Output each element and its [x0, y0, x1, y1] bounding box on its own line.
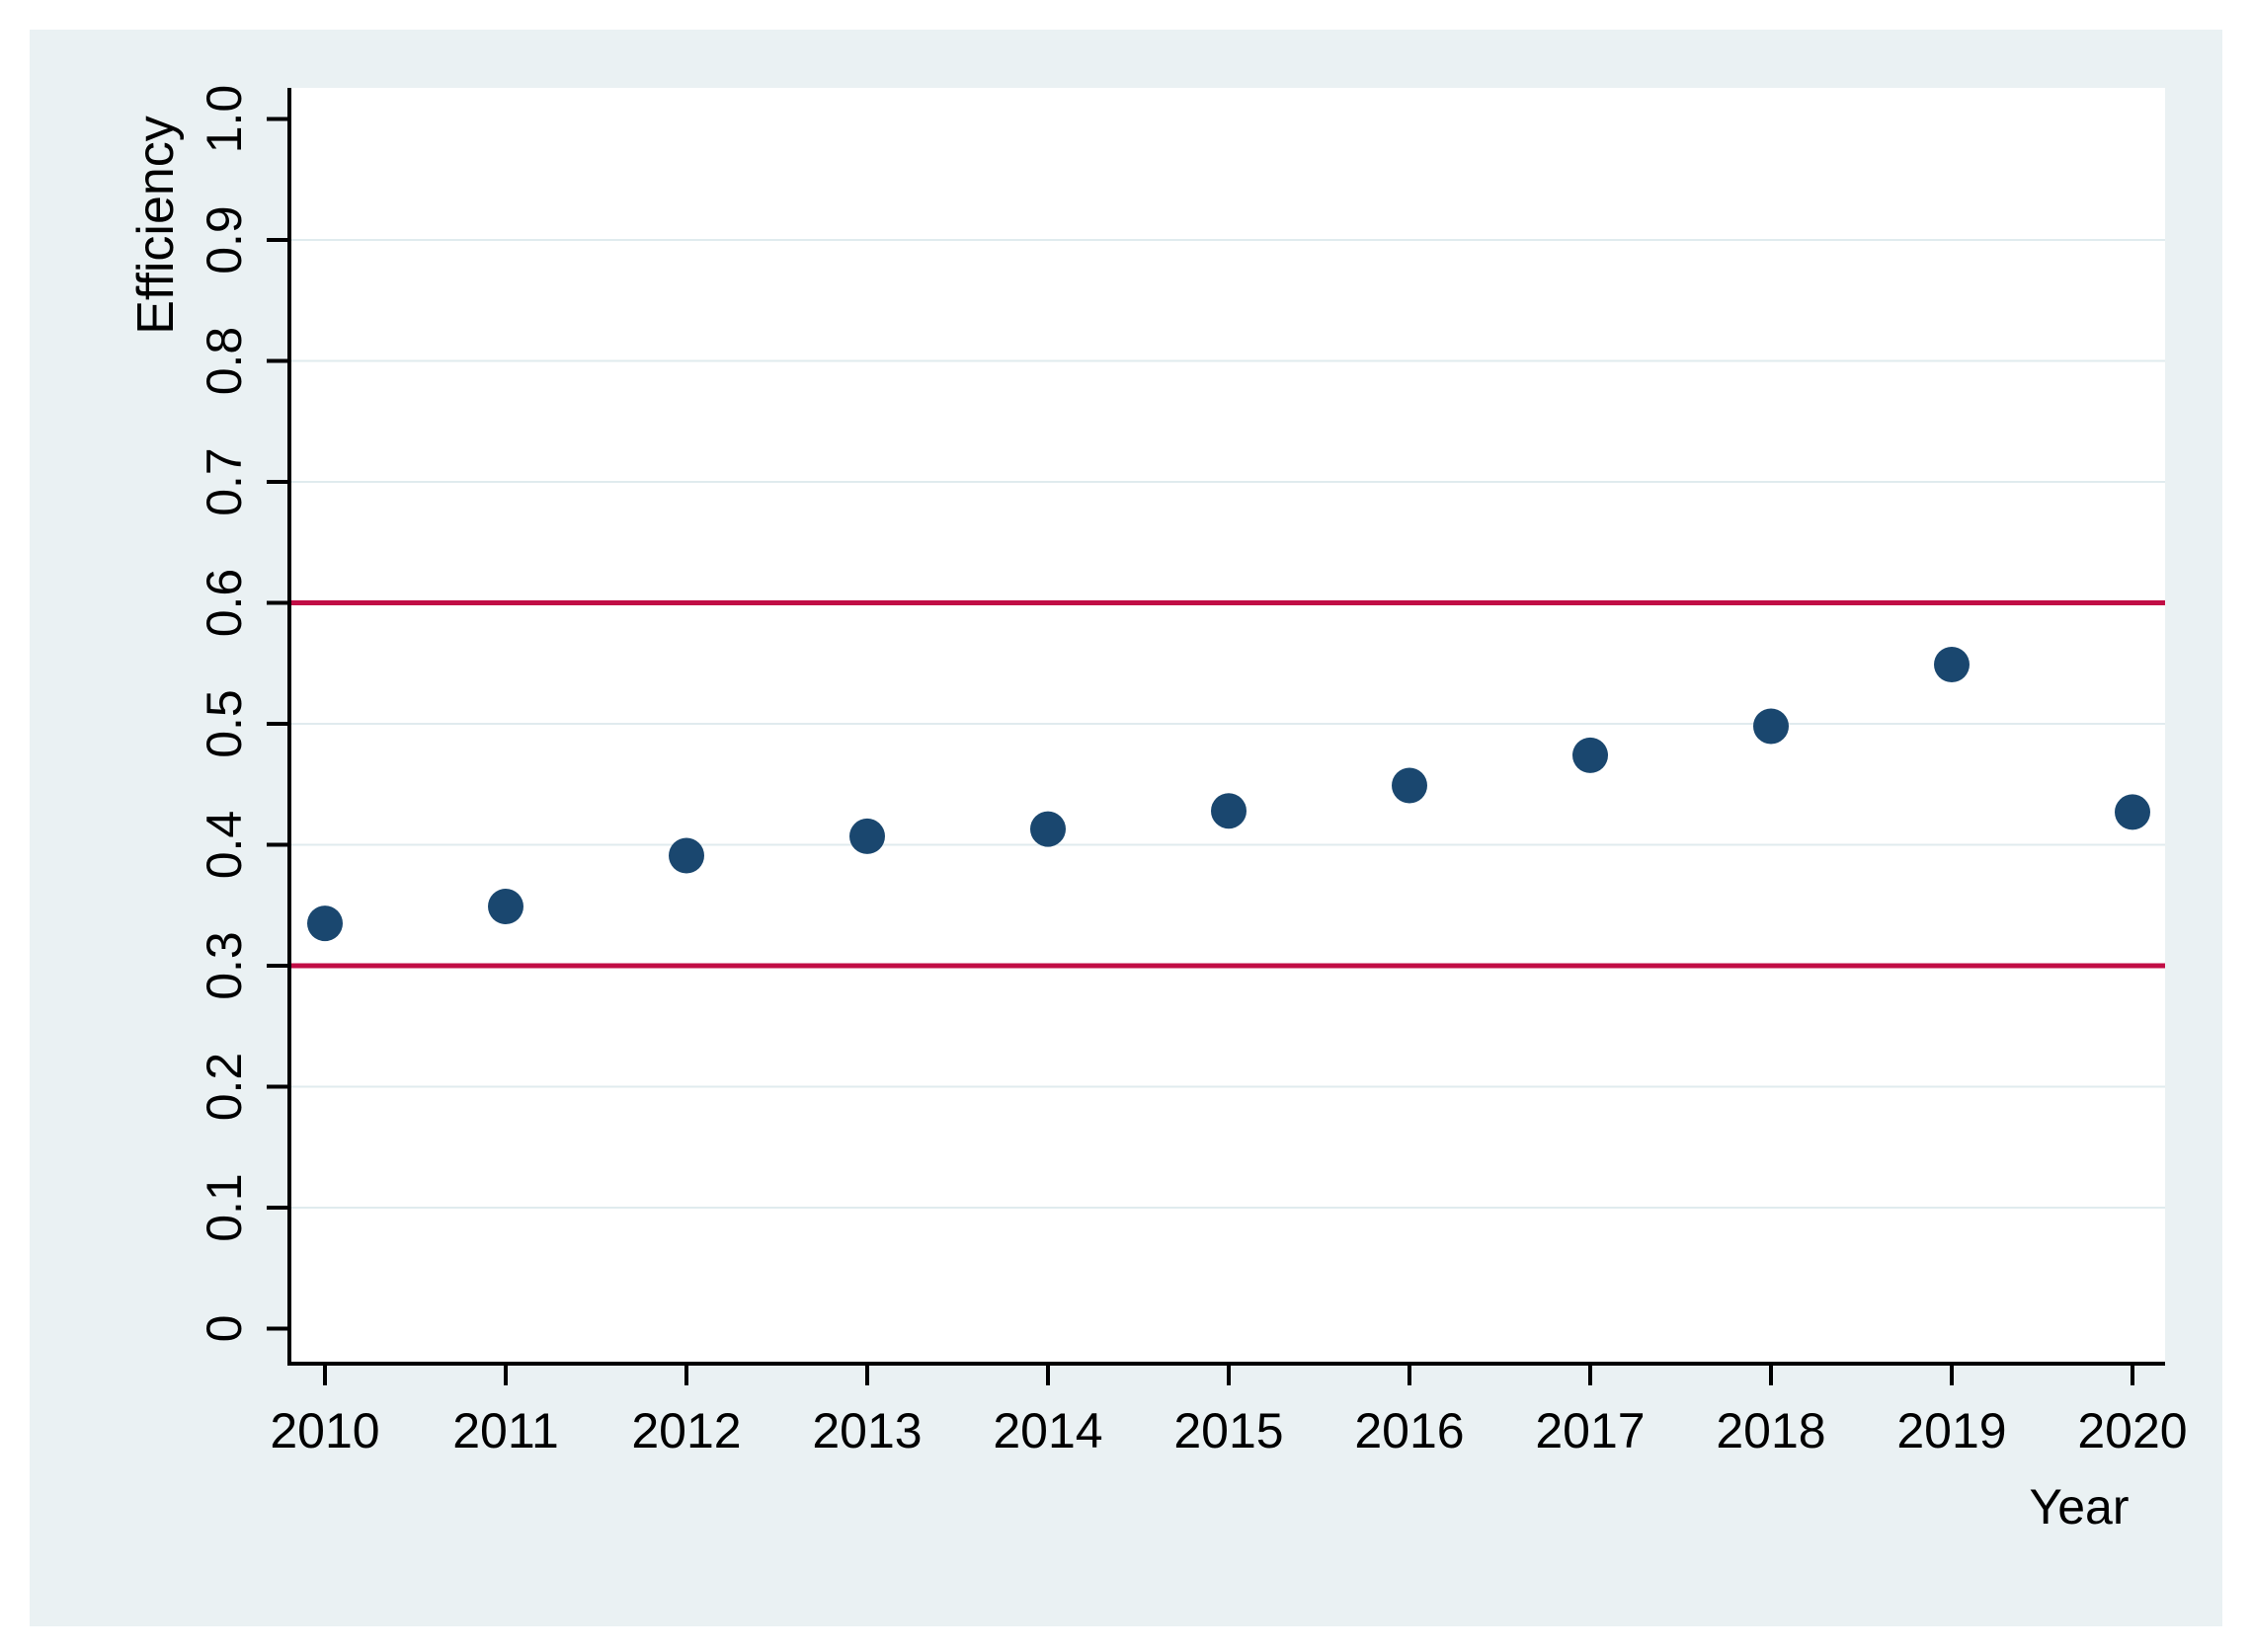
data-point-2012: [669, 837, 704, 874]
y-tick-label-0.2: 0.2: [197, 1053, 252, 1122]
data-points: [307, 646, 2150, 942]
data-point-2014: [1030, 811, 1066, 847]
x-tick-label-2013: 2013: [812, 1403, 922, 1458]
y-tick-label-0.8: 0.8: [197, 327, 252, 396]
x-tick-label-2019: 2019: [1896, 1403, 2006, 1458]
data-point-2010: [307, 905, 343, 942]
data-point-2015: [1211, 793, 1247, 829]
x-axis-title: Year: [2029, 1479, 2129, 1534]
y-axis-ticks: [267, 117, 289, 1331]
y-tick-label-0.5: 0.5: [197, 689, 252, 758]
y-axis-tick-labels: 0 0.1 0.2 0.3 0.4 0.5 0.6 0.7 0.8 0.9 1.0: [197, 85, 252, 1343]
y-tick-label-0.1: 0.1: [197, 1173, 252, 1242]
data-point-2019: [1934, 646, 1970, 682]
y-tick-label-0: 0: [197, 1315, 252, 1343]
data-point-2017: [1572, 737, 1608, 773]
y-tick-label-0.9: 0.9: [197, 205, 252, 275]
reference-lines: [289, 600, 2165, 969]
data-point-2013: [849, 818, 885, 854]
data-point-2016: [1392, 767, 1427, 804]
x-tick-label-2012: 2012: [631, 1403, 741, 1458]
data-point-2020: [2115, 794, 2150, 830]
y-axis-title: Efficiency: [127, 116, 185, 335]
x-tick-label-2010: 2010: [270, 1403, 379, 1458]
y-tick-label-0.4: 0.4: [197, 811, 252, 880]
x-axis-ticks: [323, 1364, 2134, 1385]
axis-lines: [287, 88, 2165, 1366]
y-tick-label-0.3: 0.3: [197, 931, 252, 1000]
x-tick-label-2014: 2014: [993, 1403, 1102, 1458]
plot-area: [289, 88, 2165, 1364]
y-tick-label-1.0: 1.0: [197, 85, 252, 154]
data-point-2018: [1753, 708, 1789, 745]
x-tick-label-2020: 2020: [2077, 1403, 2187, 1458]
x-tick-label-2018: 2018: [1716, 1403, 1825, 1458]
y-tick-label-0.6: 0.6: [197, 569, 252, 638]
data-point-2011: [488, 888, 523, 924]
y-tick-label-0.7: 0.7: [197, 447, 252, 516]
x-axis-tick-labels: 2010 2011 2012 2013 2014 2015 2016 2017 2018 2019…: [270, 1403, 2187, 1458]
x-tick-label-2011: 2011: [452, 1403, 559, 1458]
x-tick-label-2017: 2017: [1535, 1403, 1645, 1458]
x-tick-label-2015: 2015: [1173, 1403, 1283, 1458]
x-tick-label-2016: 2016: [1354, 1403, 1464, 1458]
